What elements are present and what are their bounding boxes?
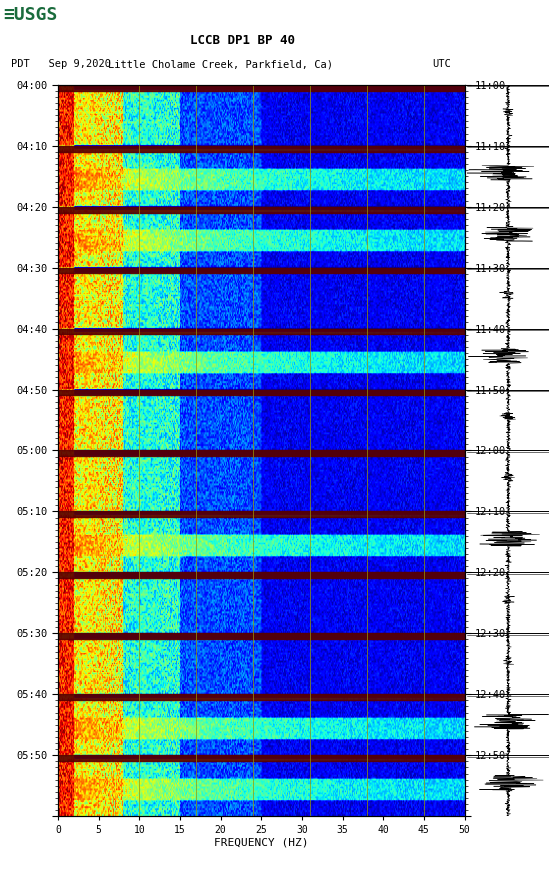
Bar (58, 756, 465, 761)
Text: ≡USGS: ≡USGS (3, 6, 57, 24)
Bar (58, 207, 465, 212)
Bar (58, 85, 465, 91)
Bar (58, 694, 465, 700)
Text: Little Cholame Creek, Parkfield, Ca): Little Cholame Creek, Parkfield, Ca) (108, 59, 333, 70)
Bar (58, 573, 465, 578)
Bar (58, 450, 465, 457)
Bar (58, 390, 465, 395)
Text: PDT   Sep 9,2020: PDT Sep 9,2020 (11, 59, 111, 70)
Bar (58, 511, 465, 517)
X-axis label: FREQUENCY (HZ): FREQUENCY (HZ) (214, 838, 309, 848)
Bar (58, 145, 465, 152)
Bar (58, 633, 465, 640)
Text: UTC: UTC (432, 59, 451, 70)
Bar (58, 328, 465, 334)
Bar (58, 268, 465, 274)
Text: LCCB DP1 BP 40: LCCB DP1 BP 40 (190, 34, 295, 46)
